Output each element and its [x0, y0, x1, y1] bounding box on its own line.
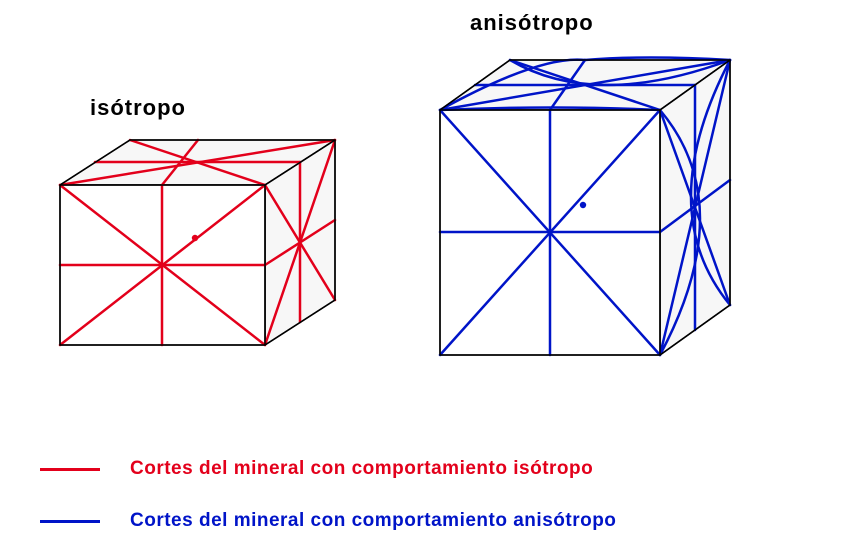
legend-swatch-isotropo: [40, 468, 100, 471]
legend-row-anisotropo: Cortes del mineral con comportamiento an…: [40, 510, 616, 532]
legend-swatch-anisotropo: [40, 520, 100, 523]
isotropo-cube: [40, 130, 360, 390]
diagram-stage: isótropo anisótropo Cortes del mineral c…: [0, 0, 854, 558]
legend-text-isotropo: Cortes del mineral con comportamiento is…: [130, 458, 593, 480]
legend-row-isotropo: Cortes del mineral con comportamiento is…: [40, 458, 593, 480]
legend-text-anisotropo: Cortes del mineral con comportamiento an…: [130, 510, 616, 532]
label-isotropo: isótropo: [90, 95, 186, 121]
anisotropo-cube: [420, 50, 780, 390]
label-anisotropo: anisótropo: [470, 10, 594, 36]
